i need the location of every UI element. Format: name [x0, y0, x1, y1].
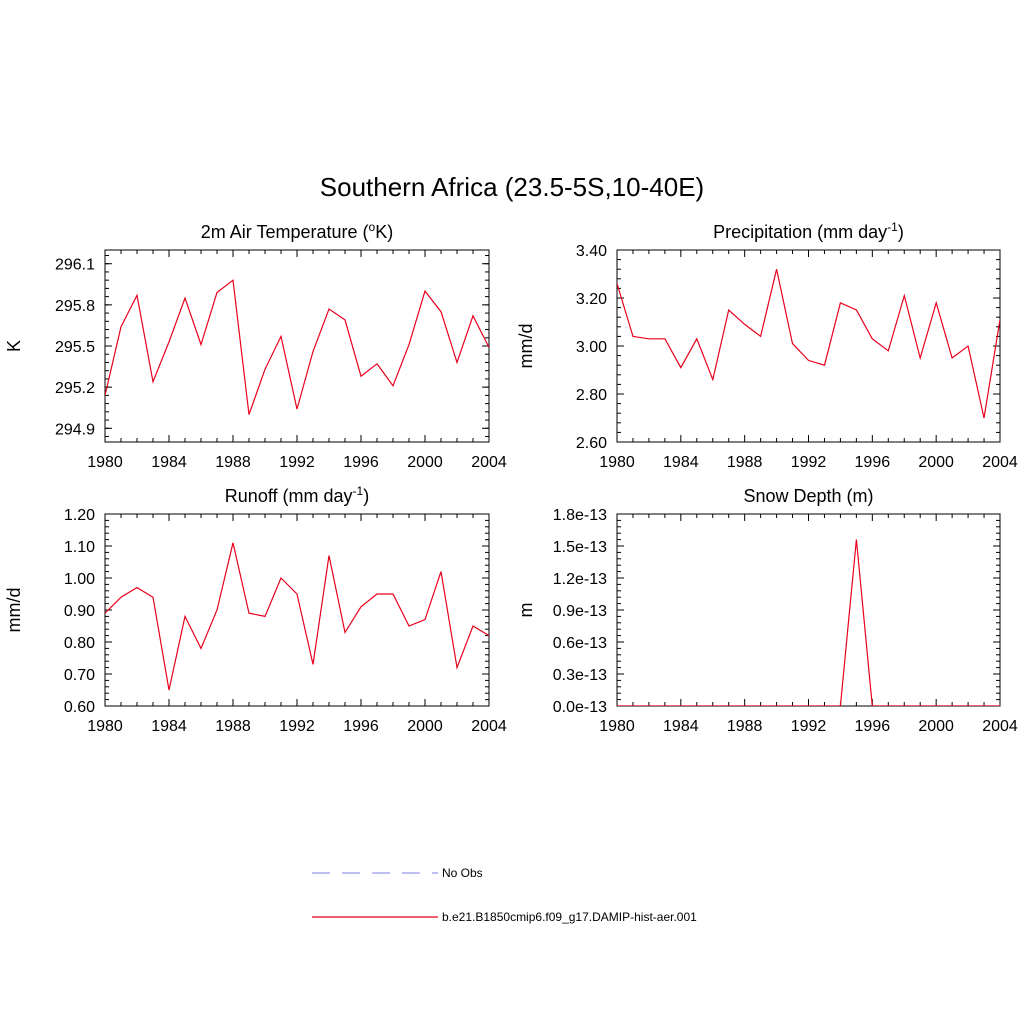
x-tick-label: 2004	[982, 718, 1018, 735]
panel-title-main: Runoff (mm day	[225, 486, 353, 506]
y-tick-label: 3.00	[576, 339, 607, 356]
y-tick-label: 2.60	[576, 435, 607, 452]
y-tick-label: 0.70	[64, 667, 95, 684]
x-tick-label: 1988	[215, 718, 251, 735]
y-tick-label: 3.20	[576, 291, 607, 308]
y-tick-label: 3.40	[576, 243, 607, 260]
panel-title-main: Precipitation (mm day	[713, 222, 887, 242]
y-tick-label: 295.8	[55, 298, 95, 315]
panels: 2m Air Temperature (oK)1980 1984 1988 1992 1…	[4, 220, 1018, 735]
series-line	[105, 279, 489, 415]
series-line	[617, 269, 1000, 419]
x-tick-label: 1984	[663, 718, 699, 735]
x-tick-label: 1988	[215, 454, 251, 471]
y-tick-label: 0.60	[64, 699, 95, 716]
y-tick-label: 1.00	[64, 571, 95, 588]
y-tick-label: 0.90	[64, 603, 95, 620]
x-tick-label: 2000	[407, 718, 443, 735]
y-tick-label: 0.80	[64, 635, 95, 652]
panel-title: Snow Depth (m)	[743, 486, 873, 506]
panel-title-superscript: o	[369, 220, 376, 234]
y-tick-label: 295.2	[55, 380, 95, 397]
panel-4: Snow Depth (m) 1980 1984 1988 1992 1996 2000 20…	[516, 486, 1018, 735]
y-tick-label: 1.10	[64, 539, 95, 556]
figure-title: Southern Africa (23.5-5S,10-40E)	[320, 172, 704, 202]
x-tick-label: 2004	[471, 718, 507, 735]
panel-title: Runoff (mm day-1)	[225, 484, 369, 506]
panel-title: 2m Air Temperature (oK)	[201, 220, 393, 242]
y-tick-label: 0.3e-13	[553, 667, 607, 684]
x-tick-label: 2000	[918, 718, 954, 735]
y-axis-label: m	[516, 603, 536, 618]
panel-title: Precipitation (mm day-1)	[713, 220, 904, 242]
panel-title-superscript: -1	[353, 484, 364, 498]
y-axis-label: mm/d	[516, 324, 536, 369]
panel-title-main: 2m Air Temperature (	[201, 222, 369, 242]
series-line	[617, 539, 1000, 706]
panel-title-tail: )	[898, 222, 904, 242]
x-tick-label: 2004	[982, 454, 1018, 471]
series-line	[105, 542, 489, 691]
y-tick-label: 1.20	[64, 507, 95, 524]
x-tick-label: 2004	[471, 454, 507, 471]
plot-frame	[104, 513, 490, 707]
panel-title-superscript: -1	[887, 220, 898, 234]
x-tick-label: 1984	[151, 718, 187, 735]
y-tick-label: 2.80	[576, 387, 607, 404]
panel-title-tail: )	[363, 486, 369, 506]
y-tick-label: 0.6e-13	[553, 635, 607, 652]
x-tick-label: 1980	[599, 718, 635, 735]
panel-3: Runoff (mm day-1) 1980 1984 1988 1992 1996 200…	[4, 484, 507, 735]
x-tick-label: 1992	[279, 454, 315, 471]
y-tick-label: 1.5e-13	[553, 539, 607, 556]
x-tick-label: 1992	[791, 454, 827, 471]
y-tick-label: 294.9	[55, 421, 95, 438]
x-tick-label: 1996	[343, 454, 379, 471]
legend-label: No Obs	[442, 866, 483, 880]
x-tick-label: 1980	[599, 454, 635, 471]
x-tick-label: 2000	[407, 454, 443, 471]
x-tick-label: 2000	[918, 454, 954, 471]
y-tick-label: 1.8e-13	[553, 507, 607, 524]
y-tick-label: 0.9e-13	[553, 603, 607, 620]
panel-title-main: Snow Depth (m)	[743, 486, 873, 506]
x-tick-label: 1996	[855, 454, 891, 471]
x-tick-label: 1984	[151, 454, 187, 471]
y-tick-label: 1.2e-13	[553, 571, 607, 588]
panel-2: Precipitation (mm day-1) 1980 1984 1988 1992…	[516, 220, 1018, 471]
y-axis-label: K	[4, 340, 24, 352]
x-tick-label: 1992	[279, 718, 315, 735]
y-tick-label: 0.0e-13	[553, 699, 607, 716]
x-tick-label: 1980	[87, 454, 123, 471]
x-tick-label: 1988	[727, 718, 763, 735]
legend: No Obs b.e21.B1850cmip6.f09_g17.DAMIP-his…	[312, 866, 697, 924]
x-tick-label: 1980	[87, 718, 123, 735]
plot-frame	[104, 249, 490, 443]
panel-1: 2m Air Temperature (oK) 1980 1984 1988 1992 1…	[4, 220, 507, 471]
x-tick-label: 1996	[855, 718, 891, 735]
plot-frame	[616, 513, 1001, 707]
y-tick-label: 296.1	[55, 257, 95, 274]
legend-label: b.e21.B1850cmip6.f09_g17.DAMIP-hist-aer.…	[442, 910, 697, 924]
panel-title-tail: K)	[375, 222, 393, 242]
x-tick-label: 1984	[663, 454, 699, 471]
x-tick-label: 1996	[343, 718, 379, 735]
plot-frame	[616, 249, 1001, 443]
x-tick-label: 1992	[791, 718, 827, 735]
y-axis-label: mm/d	[4, 588, 24, 633]
x-tick-label: 1988	[727, 454, 763, 471]
y-tick-label: 295.5	[55, 339, 95, 356]
